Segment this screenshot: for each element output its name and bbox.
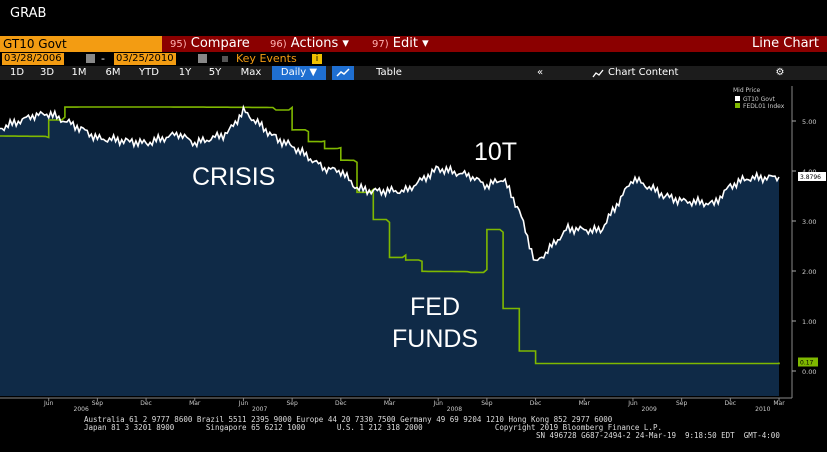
start-date-field[interactable]: 03/28/2006 (2, 53, 64, 65)
edit-label: Edit ▾ (392, 36, 429, 51)
x-tick-label: Jun (238, 400, 249, 407)
x-tick-label: Jun (433, 400, 444, 407)
x-tick-label: Sep (481, 400, 493, 407)
series-line-gt10 (0, 104, 780, 262)
y-tick-label: 1.00 (802, 318, 816, 326)
period-1m[interactable]: 1M (71, 67, 87, 78)
table-button[interactable]: Table (376, 67, 402, 78)
last-value-box-gt10 (798, 172, 826, 181)
x-tick-label: Dec (140, 400, 152, 407)
edit-number: 97) (372, 39, 389, 50)
x-tick-label: Mar (579, 400, 591, 407)
period-ytd[interactable]: YTD (139, 67, 159, 78)
x-tick-label: Mar (189, 400, 201, 407)
legend-swatch-fedl01 (735, 103, 740, 108)
actions-label: Actions ▾ (290, 36, 349, 51)
x-year-label: 2010 (755, 406, 770, 412)
ticker-input[interactable]: GT10 Govt (0, 36, 162, 52)
period-1y[interactable]: 1Y (178, 67, 192, 78)
period-3d[interactable]: 3D (39, 67, 55, 78)
collapse-button[interactable]: « (536, 67, 544, 78)
x-tick-label: Dec (335, 400, 347, 407)
x-tick-label: Sep (286, 400, 298, 407)
calendar-icon[interactable] (198, 54, 207, 63)
legend-label-gt10: GT10 Govt (743, 96, 776, 103)
compare-label: Compare (190, 36, 250, 51)
chart-type-label[interactable]: Line Chart (752, 36, 819, 51)
x-year-label: 2009 (642, 406, 657, 412)
app-title: GRAB (10, 6, 47, 21)
chart-content-icon[interactable] (592, 66, 604, 80)
key-events-checkbox[interactable] (222, 56, 228, 62)
annotation-crisis: CRISIS (192, 163, 275, 191)
legend-label-fedl01: FEDL01 Index (743, 103, 785, 110)
last-value-box-fedl01 (798, 357, 818, 367)
calendar-icon[interactable] (86, 54, 95, 63)
chart-content-button[interactable]: Chart Content (608, 67, 679, 78)
info-icon[interactable]: i (312, 54, 322, 64)
x-tick-label: Jun (627, 400, 638, 407)
footer: Australia 61 2 9777 8600 Brazil 5511 239… (0, 414, 827, 452)
y-tick-label: 3.00 (802, 218, 816, 226)
x-tick-label: Jun (43, 400, 54, 407)
command-bar (0, 36, 827, 52)
x-tick-label: Dec (530, 400, 542, 407)
x-year-label: 2006 (74, 406, 89, 412)
x-tick-label: Sep (92, 400, 104, 407)
legend-title: Mid Price (733, 87, 761, 94)
toolbar (0, 66, 827, 80)
end-date-field[interactable]: 03/25/2010 (114, 53, 176, 65)
annotation-10t: 10T (474, 138, 517, 166)
y-tick-label: 0.00 (802, 368, 816, 376)
actions-menu[interactable]: 96) Actions ▾ (270, 36, 349, 52)
x-year-label: 2007 (252, 406, 267, 412)
line-chart-icon[interactable] (332, 66, 354, 80)
x-tick-label: Dec (725, 400, 737, 407)
period-5y[interactable]: 5Y (208, 67, 222, 78)
last-value-fedl01: 0.17 (800, 360, 814, 367)
date-separator: - (101, 52, 105, 65)
footer-contacts: Australia 61 2 9777 8600 Brazil 5511 239… (84, 415, 613, 424)
x-tick-label: Sep (676, 400, 688, 407)
y-tick-label: 5.00 (802, 118, 816, 126)
frequency-dropdown[interactable]: Daily ▼ (272, 66, 326, 80)
period-6m[interactable]: 6M (105, 67, 121, 78)
legend-swatch-gt10 (735, 96, 740, 101)
last-value-gt10: 3.8796 (800, 174, 821, 181)
compare-number: 95) (170, 39, 187, 50)
title-bar (0, 0, 827, 36)
annotation-fed: FED (410, 293, 460, 321)
compare-button[interactable]: 95) Compare (170, 36, 250, 52)
x-tick-label: Mar (773, 400, 785, 407)
footer-session: SN 496728 G687-2494-2 24-Mar-19 9:18:50 … (536, 431, 780, 440)
annotation-funds: FUNDS (392, 325, 478, 353)
x-year-label: 2008 (447, 406, 462, 412)
series-line-fedl01 (0, 105, 780, 365)
actions-number: 96) (270, 39, 287, 50)
settings-icon[interactable]: ⚙ (775, 67, 785, 78)
footer-contacts-2: Japan 81 3 3201 8900 Singapore 65 6212 1… (84, 423, 662, 432)
y-tick-label: 2.00 (802, 268, 816, 276)
period-1d[interactable]: 1D (9, 67, 25, 78)
x-tick-label: Mar (384, 400, 396, 407)
period-max[interactable]: Max (240, 67, 262, 78)
key-events-label[interactable]: Key Events (236, 52, 297, 65)
edit-menu[interactable]: 97) Edit ▾ (372, 36, 429, 52)
